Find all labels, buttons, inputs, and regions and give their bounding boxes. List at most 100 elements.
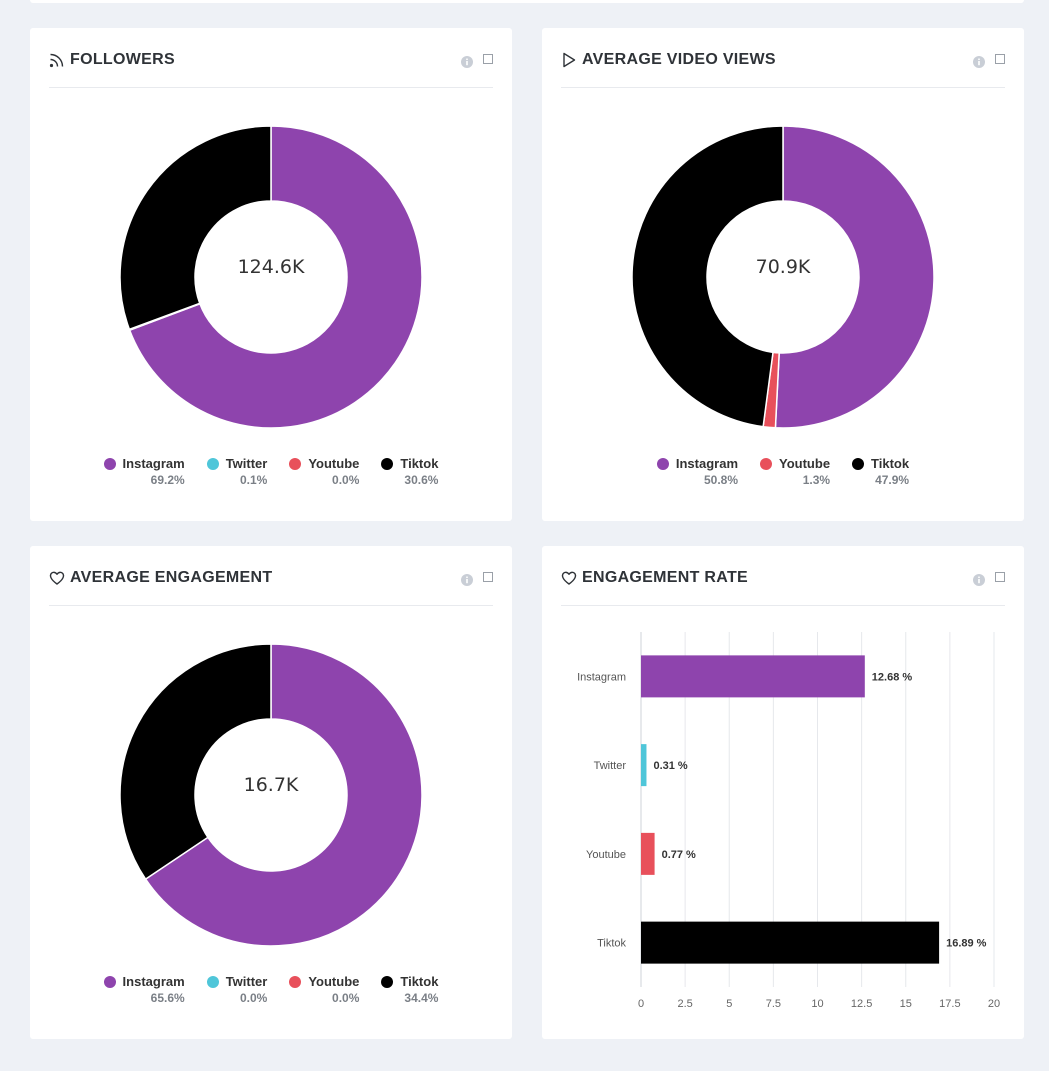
legend-dot [381, 975, 394, 988]
followers-card: FOLLOWERS 124.6K Instagram 69.2% Twitter 0.… [30, 28, 512, 521]
info-icon[interactable] [973, 55, 985, 68]
center-total-value: 16.7K [243, 774, 299, 796]
legend-dot [206, 457, 219, 470]
donut-chart [631, 125, 935, 429]
donut-slice-tiktok[interactable] [119, 643, 272, 881]
card-header: AVERAGE ENGAGEMENT [49, 546, 493, 606]
legend-dot [206, 975, 219, 988]
x-tick-label: 0 [638, 998, 644, 1010]
expand-icon[interactable] [995, 572, 1005, 582]
bar-value-label: 0.77 % [662, 849, 696, 861]
legend-percent: 0.1% [239, 473, 268, 487]
donut-slice-tiktok[interactable] [631, 125, 784, 428]
legend-dot [381, 457, 394, 470]
legend-percent: 1.3% [802, 473, 831, 487]
legend-label: Tiktok [871, 456, 910, 471]
expand-icon[interactable] [995, 54, 1005, 64]
card-title: FOLLOWERS [49, 51, 175, 69]
donut-chart [119, 125, 423, 429]
average-engagement-card: AVERAGE ENGAGEMENT 16.7K Instagram 65.6% T… [30, 546, 512, 1039]
legend-percent: 0.0% [332, 991, 360, 1005]
y-category-label: Youtube [586, 849, 626, 861]
legend-item-tiktok[interactable]: Tiktok 47.9% [852, 456, 909, 488]
legend-percent: 50.8% [703, 473, 739, 487]
legend-item-tiktok[interactable]: Tiktok 30.6% [381, 456, 438, 488]
card-title-text: ENGAGEMENT RATE [582, 569, 748, 586]
card-title: AVERAGE ENGAGEMENT [49, 569, 272, 587]
legend-percent: 0.0% [332, 473, 360, 487]
legend-item-twitter[interactable]: Twitter 0.0% [206, 974, 268, 1006]
expand-icon[interactable] [483, 54, 493, 64]
y-category-label: Twitter [594, 760, 627, 772]
info-icon[interactable] [461, 573, 473, 586]
legend-item-instagram[interactable]: Instagram 65.6% [103, 974, 185, 1006]
legend-label: Twitter [225, 456, 268, 471]
card-title-text: FOLLOWERS [70, 51, 175, 68]
bar-value-label: 16.89 % [946, 938, 987, 950]
x-tick-label: 20 [988, 998, 1000, 1010]
legend-item-instagram[interactable]: Instagram 50.8% [656, 456, 739, 488]
x-tick-label: 10 [811, 998, 823, 1010]
card-header: AVERAGE VIDEO VIEWS [561, 28, 1005, 88]
legend-percent: 0.0% [239, 991, 268, 1005]
donut-slice-tiktok[interactable] [119, 125, 272, 331]
legend-item-youtube[interactable]: Youtube 1.3% [760, 456, 830, 488]
chart-legend: Instagram 50.8% Youtube 1.3% Tiktok 47.9% [542, 456, 1024, 488]
heart-icon [49, 570, 65, 586]
legend-label: Instagram [675, 456, 739, 471]
bar-tiktok[interactable] [641, 921, 940, 964]
legend-dot [852, 457, 865, 470]
legend-label: Tiktok [400, 974, 439, 989]
bar-twitter[interactable] [641, 744, 647, 787]
legend-label: Twitter [225, 974, 268, 989]
x-tick-label: 7.5 [766, 998, 781, 1010]
legend-dot [760, 457, 773, 470]
y-category-label: Tiktok [597, 938, 626, 950]
legend-dot [289, 975, 302, 988]
x-tick-label: 5 [726, 998, 732, 1010]
chart-legend: Instagram 65.6% Twitter 0.0% Youtube 0.0% Tikt… [30, 974, 512, 1006]
rss-icon [49, 52, 65, 68]
legend-item-tiktok[interactable]: Tiktok 34.4% [381, 974, 438, 1006]
info-icon[interactable] [973, 573, 985, 586]
legend-percent: 65.6% [150, 991, 185, 1005]
legend-item-youtube[interactable]: Youtube 0.0% [289, 456, 359, 488]
y-category-label: Instagram [577, 671, 626, 683]
bar-value-label: 0.31 % [653, 760, 687, 772]
card-title: ENGAGEMENT RATE [561, 569, 748, 587]
x-tick-label: 2.5 [677, 998, 692, 1010]
legend-percent: 34.4% [404, 991, 439, 1005]
legend-label: Youtube [779, 456, 831, 471]
legend-label: Youtube [308, 456, 360, 471]
card-title-text: AVERAGE VIDEO VIEWS [582, 51, 776, 68]
bar-value-label: 12.68 % [872, 671, 913, 683]
expand-icon[interactable] [483, 572, 493, 582]
legend-label: Tiktok [400, 456, 439, 471]
x-tick-label: 12.5 [851, 998, 872, 1010]
bar-youtube[interactable] [641, 832, 655, 875]
engagement-rate-card: ENGAGEMENT RATE 0 2.5 5 7.5 10 12.5 15 17.5 20 In… [542, 546, 1024, 1039]
donut-slice-instagram[interactable] [774, 125, 935, 429]
legend-item-youtube[interactable]: Youtube 0.0% [289, 974, 359, 1006]
legend-dot [103, 975, 116, 988]
legend-dot [103, 457, 116, 470]
previous-card-edge [30, 0, 1024, 3]
legend-dot [289, 457, 302, 470]
legend-percent: 47.9% [875, 473, 910, 487]
donut-slice-instagram[interactable] [128, 125, 423, 429]
legend-dot [656, 457, 669, 470]
info-icon[interactable] [461, 55, 473, 68]
horizontal-bar-chart: 0 2.5 5 7.5 10 12.5 15 17.5 20 Instagram 12.68 % Tw… [577, 632, 1000, 1010]
bar-instagram[interactable] [641, 655, 865, 698]
legend-item-instagram[interactable]: Instagram 69.2% [103, 456, 185, 488]
x-tick-label: 17.5 [939, 998, 960, 1010]
card-title-text: AVERAGE ENGAGEMENT [70, 569, 273, 586]
average-video-views-card: AVERAGE VIDEO VIEWS 70.9K Instagram 50.8%… [542, 28, 1024, 521]
legend-label: Youtube [308, 974, 360, 989]
chart-legend: Instagram 69.2% Twitter 0.1% Youtube 0.0% Tikt… [30, 456, 512, 488]
legend-percent: 69.2% [150, 473, 185, 487]
legend-label: Instagram [122, 456, 185, 471]
donut-slice-instagram[interactable] [144, 643, 423, 947]
play-icon [561, 52, 577, 68]
legend-item-twitter[interactable]: Twitter 0.1% [206, 456, 268, 488]
